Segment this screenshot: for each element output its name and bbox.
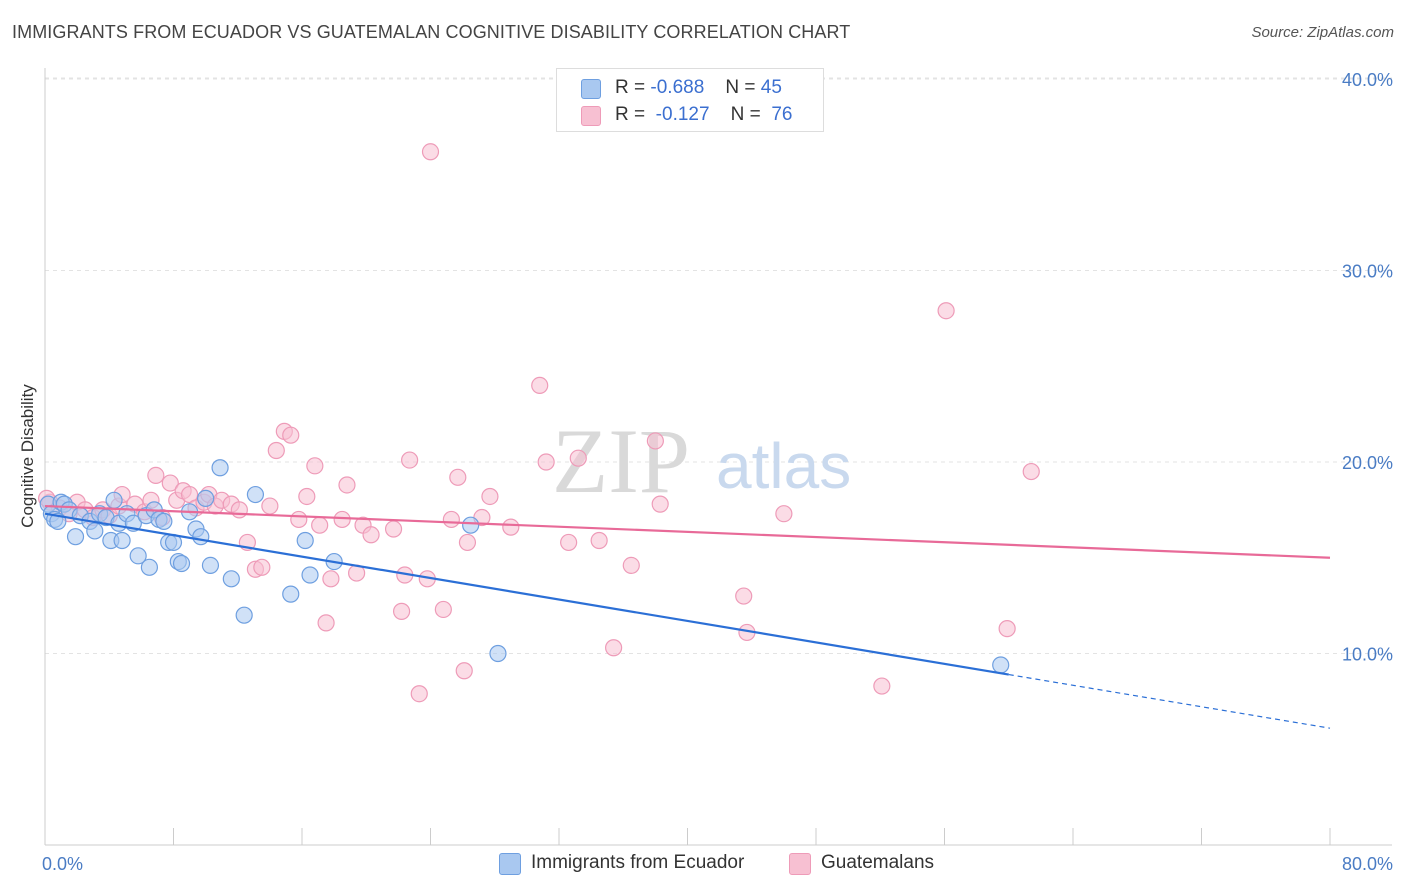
legend-r-label: R =: [615, 104, 646, 125]
point-ecuador: [105, 491, 123, 509]
point-ecuador: [113, 531, 131, 550]
point-ecuador: [235, 606, 253, 624]
point-guatemalans: [253, 558, 271, 576]
legend-r-label: R =: [615, 77, 646, 98]
point-ecuador: [222, 570, 240, 588]
point-guatemalans: [998, 620, 1016, 638]
point-guatemalans: [410, 685, 428, 703]
point-guatemalans: [560, 533, 578, 552]
point-ecuador: [140, 558, 159, 576]
x-tick-label: 0.0%: [42, 854, 83, 874]
watermark: ZIP atlas: [552, 410, 851, 512]
point-guatemalans: [449, 468, 467, 486]
point-guatemalans: [161, 474, 179, 492]
bottom-legend-label-ecuador: Immigrants from Ecuador: [531, 852, 745, 873]
point-guatemalans: [311, 516, 329, 534]
x-tick-label: 80.0%: [1342, 854, 1393, 874]
tick-labels: 10.0% 20.0% 30.0% 40.0% 0.0% 80.0%: [42, 70, 1393, 874]
point-guatemalans: [362, 526, 380, 544]
point-guatemalans: [230, 501, 248, 519]
point-guatemalans: [622, 556, 640, 575]
trendline-guatemalans: [44, 504, 1331, 559]
point-ecuador: [129, 547, 147, 565]
point-ecuador: [192, 528, 210, 546]
point-guatemalans: [735, 587, 753, 605]
source-label: Source: ZipAtlas.com: [1251, 24, 1394, 41]
y-tick-label: 20.0%: [1342, 453, 1393, 473]
legend-swatch-guatemalans: [581, 106, 601, 126]
point-guatemalans: [338, 476, 356, 494]
point-guatemalans: [531, 376, 549, 394]
point-ecuador: [197, 489, 215, 507]
point-guatemalans: [775, 505, 793, 523]
bottom-legend-swatch-guatemalans: [789, 853, 811, 875]
point-ecuador: [201, 556, 220, 575]
point-ecuador: [462, 516, 480, 534]
point-guatemalans: [401, 451, 419, 469]
correlation-legend: R = -0.688 N = 45 R = -0.127 N = 76: [556, 68, 824, 132]
y-tick-label: 40.0%: [1342, 70, 1393, 90]
legend-n-value: 76: [771, 104, 793, 125]
point-guatemalans: [434, 600, 452, 619]
point-guatemalans: [873, 677, 891, 695]
trendline-ecuador-extrapolated: [1008, 673, 1331, 729]
trend-lines: [44, 504, 1331, 729]
gridlines: [45, 77, 1392, 654]
point-guatemalans: [267, 441, 285, 460]
point-guatemalans: [1022, 462, 1040, 481]
trendline-ecuador: [44, 512, 1009, 676]
point-guatemalans: [455, 662, 473, 680]
watermark-atlas: atlas: [716, 430, 851, 502]
point-ecuador: [211, 459, 229, 477]
point-ecuador: [296, 531, 314, 550]
legend-r-value: -0.127: [655, 104, 710, 125]
point-guatemalans: [481, 487, 499, 506]
point-guatemalans: [261, 497, 279, 515]
point-guatemalans: [590, 531, 608, 550]
legend-n-label: N =: [725, 77, 756, 98]
point-ecuador: [301, 566, 319, 584]
point-guatemalans: [384, 520, 403, 538]
point-guatemalans: [298, 487, 316, 506]
point-guatemalans: [317, 614, 335, 632]
point-guatemalans: [333, 510, 351, 529]
point-guatemalans: [537, 453, 555, 471]
point-guatemalans: [458, 533, 477, 552]
point-ecuador: [86, 522, 104, 540]
point-ecuador: [282, 585, 300, 603]
point-guatemalans: [421, 143, 440, 161]
point-guatemalans: [392, 602, 411, 620]
point-guatemalans: [306, 457, 324, 475]
y-tick-label: 10.0%: [1342, 645, 1393, 665]
chart-title: IMMIGRANTS FROM ECUADOR VS GUATEMALAN CO…: [12, 22, 851, 42]
point-guatemalans: [290, 510, 308, 529]
legend-r-value: -0.688: [650, 77, 705, 98]
point-ecuador: [66, 528, 85, 546]
legend-n-label: N =: [730, 104, 761, 125]
point-guatemalans: [282, 426, 300, 444]
point-guatemalans: [569, 449, 587, 467]
bottom-legend-swatch-ecuador: [499, 853, 521, 875]
legend-swatch-ecuador: [581, 79, 601, 99]
axes: [44, 68, 1392, 846]
point-ecuador: [172, 554, 191, 573]
point-ecuador: [992, 656, 1010, 674]
point-guatemalans: [502, 518, 520, 536]
point-ecuador: [489, 644, 507, 663]
point-guatemalans: [937, 302, 955, 320]
point-ecuador: [155, 512, 173, 530]
y-tick-label: 30.0%: [1342, 262, 1393, 282]
legend-n-value: 45: [760, 77, 782, 98]
bottom-legend-label-guatemalans: Guatemalans: [821, 852, 935, 873]
point-guatemalans: [605, 639, 623, 657]
point-guatemalans: [147, 466, 165, 485]
point-guatemalans: [651, 495, 669, 513]
data-points: [38, 143, 1040, 703]
point-guatemalans: [442, 510, 460, 529]
point-ecuador: [246, 485, 265, 504]
point-guatemalans: [322, 570, 340, 588]
point-guatemalans: [646, 432, 664, 450]
